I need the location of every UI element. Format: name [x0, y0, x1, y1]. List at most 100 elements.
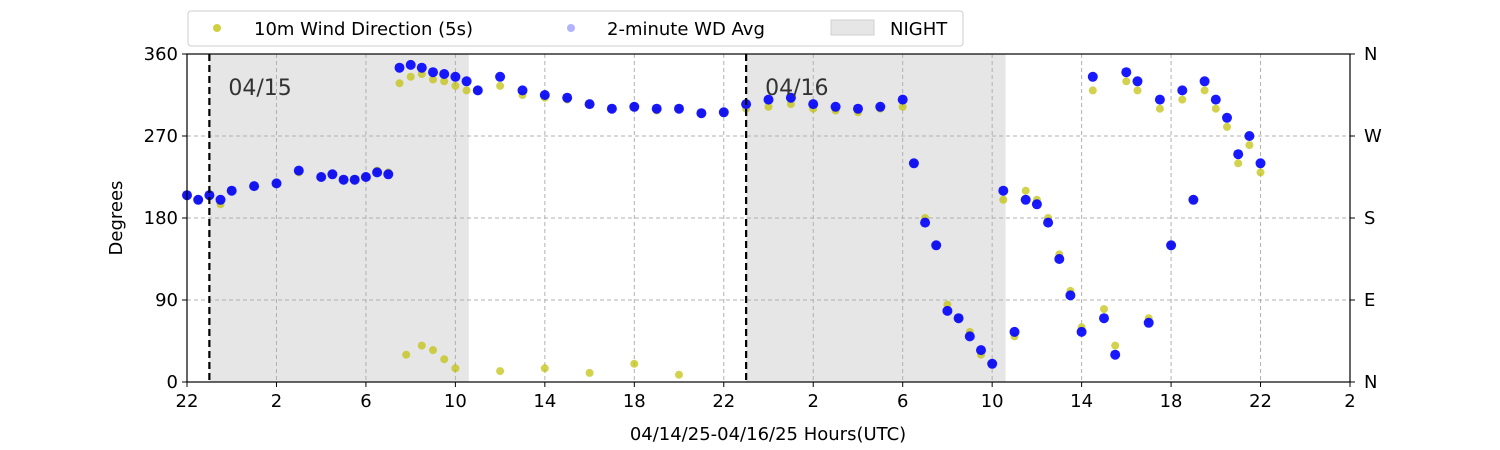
wind-direction-point [462, 86, 471, 95]
wd-avg-point [372, 167, 383, 178]
wd-avg-point [226, 185, 237, 196]
x-tick-label: 2 [1344, 391, 1355, 412]
wind-direction-point [1234, 159, 1243, 168]
wd-avg-point [394, 62, 405, 73]
wind-direction-point [1122, 77, 1131, 86]
wd-avg-point [1244, 131, 1255, 141]
wind-direction-point [429, 75, 437, 84]
wind-direction-point [1211, 104, 1220, 113]
wd-avg-point [718, 107, 729, 118]
wind-direction-point [898, 102, 907, 111]
wind-direction-point [496, 367, 505, 376]
wd-avg-point [953, 313, 964, 324]
night-period [209, 54, 469, 382]
wd-avg-point [461, 76, 472, 87]
wd-avg-point [1009, 326, 1020, 337]
y2-axis-ticks: N E S W N [1350, 44, 1382, 393]
wind-direction-point [451, 364, 460, 373]
wind-direction-point [451, 81, 460, 90]
wind-direction-point [999, 195, 1008, 204]
y2-tick-label: E [1364, 290, 1375, 311]
wind-direction-point [440, 77, 449, 86]
wd-avg-point [584, 99, 595, 110]
y-tick-label: 0 [167, 372, 178, 393]
wd-avg-point [763, 94, 774, 105]
wd-avg-point [562, 92, 573, 103]
y-tick-label: 270 [144, 126, 178, 147]
wd-avg-point [293, 165, 304, 176]
x-tick-label: 14 [533, 391, 556, 412]
x-tick-label: 18 [623, 391, 646, 412]
wd-avg-point [1166, 240, 1177, 251]
series-wd-avg-2min [182, 59, 1266, 369]
legend-label-wd-avg: 2-minute WD Avg [607, 19, 765, 40]
wd-avg-point [1255, 158, 1266, 169]
wind-direction-point [1223, 122, 1231, 131]
x-tick-label: 14 [1070, 391, 1093, 412]
wind-direction-point [1245, 141, 1254, 150]
legend-swatch-night [830, 19, 875, 36]
wd-avg-point [193, 194, 204, 205]
x-tick-label: 2 [808, 391, 819, 412]
x-tick-label: 22 [176, 391, 199, 412]
x-tick-label: 18 [1160, 391, 1183, 412]
wd-avg-point [416, 62, 427, 73]
wd-avg-point [1065, 290, 1076, 301]
wd-avg-point [1043, 217, 1054, 228]
y-axis-ticks: 0 90 180 270 360 [144, 44, 187, 393]
wd-avg-point [1143, 317, 1154, 328]
wd-avg-point [629, 101, 640, 112]
wind-direction-point [402, 350, 411, 359]
wd-avg-point [316, 172, 327, 182]
day-label: 04/15 [228, 76, 291, 101]
wd-avg-point [1076, 326, 1087, 337]
wind-direction-point [395, 79, 404, 88]
wind-direction-point [630, 359, 639, 368]
x-axis-ticks: 22 2 6 10 14 18 22 2 6 10 14 18 22 2 [176, 382, 1356, 412]
y-tick-label: 360 [144, 44, 178, 65]
wd-avg-point [1054, 254, 1065, 264]
legend-swatch-wd-avg [567, 24, 575, 32]
wind-direction-point [1256, 168, 1265, 177]
wd-avg-point [405, 59, 416, 70]
wd-avg-point [1031, 199, 1042, 210]
wd-avg-point [808, 99, 819, 110]
wd-avg-point [1199, 76, 1210, 87]
wd-avg-point [1210, 94, 1221, 105]
wd-avg-point [1177, 85, 1188, 96]
wd-avg-point [875, 101, 886, 112]
x-axis-label: 04/14/25-04/16/25 Hours(UTC) [630, 424, 906, 445]
x-tick-label: 10 [981, 391, 1004, 412]
wind-direction-point [406, 72, 415, 81]
wd-avg-point [439, 69, 450, 79]
series-layer [182, 59, 1266, 379]
wind-direction-point [675, 370, 683, 379]
wd-avg-point [472, 85, 483, 96]
y-tick-label: 180 [144, 208, 178, 229]
wd-avg-point [1087, 71, 1098, 82]
wind-direction-point [1133, 86, 1142, 95]
wd-avg-point [1099, 313, 1109, 324]
wind-direction-point [540, 364, 549, 373]
wd-avg-point [1154, 94, 1165, 105]
legend-label-night: NIGHT [890, 19, 948, 40]
x-tick-label: 6 [360, 391, 371, 412]
y2-tick-label: S [1364, 208, 1375, 229]
wd-avg-point [987, 358, 998, 369]
wd-avg-point [908, 158, 919, 169]
wd-avg-point [338, 174, 349, 185]
wd-avg-point [349, 174, 360, 185]
legend-frame [187, 10, 964, 47]
wd-avg-point [428, 67, 438, 78]
x-tick-label: 2 [271, 391, 282, 412]
wd-avg-point [830, 101, 841, 112]
wd-avg-point [360, 172, 371, 182]
wd-avg-point [853, 103, 863, 114]
wind-direction-point [1100, 305, 1108, 314]
wind-direction-point [1200, 86, 1209, 95]
wd-avg-point [976, 345, 986, 356]
wind-direction-point [1111, 341, 1120, 350]
wd-avg-point [1188, 194, 1199, 205]
wd-avg-point [517, 85, 528, 96]
x-tick-label: 10 [444, 391, 467, 412]
